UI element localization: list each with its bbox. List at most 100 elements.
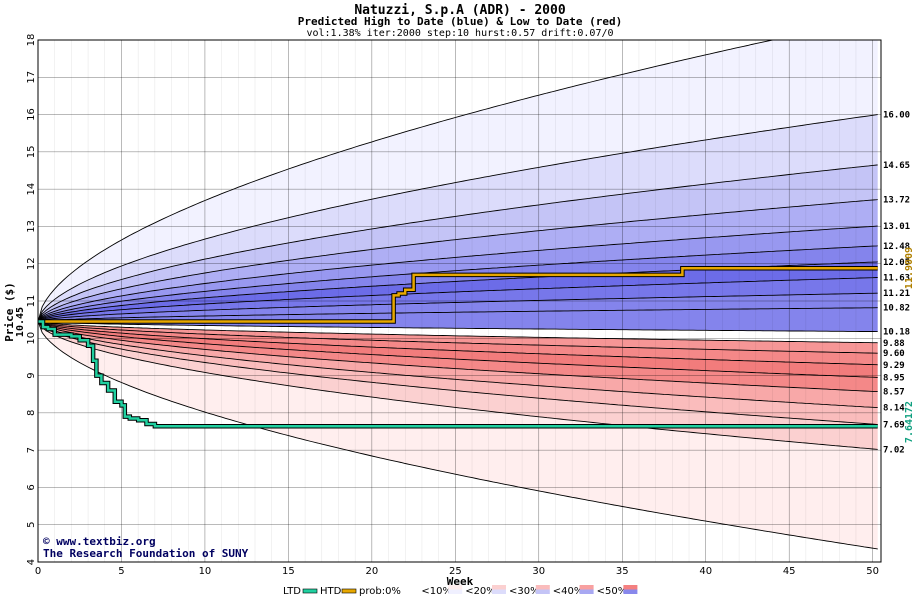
x-tick-label: 0 <box>35 566 41 577</box>
series-htd-line <box>38 266 878 323</box>
upper-band-5 <box>38 245 878 322</box>
y-tick-label: 16 <box>26 108 37 121</box>
ltd-end-label: 7.64172 <box>904 401 915 443</box>
y-tick-label: 9 <box>26 372 37 378</box>
y-tick-label: 5 <box>26 522 37 528</box>
upper-band-3 <box>38 199 878 322</box>
x-tick-label: 40 <box>699 566 712 577</box>
legend-swatch-red <box>535 585 550 590</box>
curve-12.48 <box>37 245 878 322</box>
legend-swatch-blue <box>404 589 419 594</box>
y-tick-label: 17 <box>26 71 37 84</box>
level-label: 13.72 <box>883 196 910 206</box>
x-tick-label: 50 <box>866 566 879 577</box>
y-tick-label: 18 <box>26 34 37 47</box>
lower-band-7 <box>38 321 878 450</box>
upper-band-1 <box>38 114 878 322</box>
percentile-curves <box>37 39 878 550</box>
htd-end-label: 11.9009 <box>904 247 915 289</box>
level-label: 8.95 <box>883 373 905 383</box>
x-tick-label: 35 <box>616 566 629 577</box>
x-tick-label: 30 <box>532 566 545 577</box>
level-label: 7.69 <box>883 420 905 430</box>
legend-swatch-blue <box>492 589 506 594</box>
legend-swatch-blue <box>535 589 550 594</box>
curve-9.88 <box>37 321 878 344</box>
x-axis-label: Week <box>447 575 474 588</box>
legend: LTD HTD prob:0% <10% <20% <30% <40% <50% <box>283 585 638 597</box>
level-label: 9.88 <box>883 339 905 349</box>
y-tick-label: 4 <box>26 559 37 565</box>
legend-swatch-blue <box>579 589 594 594</box>
level-label: 8.14 <box>883 404 905 414</box>
legend-prob-label: <40% <box>553 586 584 597</box>
curve-7.69 <box>37 321 878 425</box>
series-lines <box>38 265 878 429</box>
right-level-labels: 16.00 14.65 13.72 13.01 12.48 12.05 11.63 11.21… <box>883 111 910 456</box>
legend-prob-label: <50% <box>597 586 628 597</box>
chart-subtitle: Predicted High to Date (blue) & Low to D… <box>298 15 623 28</box>
level-label: 11.21 <box>883 289 910 299</box>
lower-band-4 <box>38 321 878 392</box>
curve-14.65 <box>37 164 878 322</box>
start-price-label: 10.45 <box>15 307 26 337</box>
x-tick-label: 5 <box>118 566 124 577</box>
upper-band-8 <box>38 293 878 322</box>
x-axis-ticks: 0 5 10 15 20 25 30 35 40 45 50 <box>35 566 879 577</box>
upper-band-7 <box>38 277 878 322</box>
curve-10.82 <box>37 307 878 322</box>
curve-8.57 <box>37 321 878 393</box>
y-tick-label: 10 <box>26 332 37 345</box>
level-label: 10.82 <box>883 304 910 314</box>
level-label: 14.65 <box>883 161 910 171</box>
level-label: 13.01 <box>883 222 910 232</box>
x-tick-label: 15 <box>282 566 295 577</box>
legend-prob-label: <20% <box>465 586 496 597</box>
y-tick-label: 14 <box>26 183 37 196</box>
curve-16 <box>37 114 878 322</box>
legend-swatch-red <box>623 585 638 590</box>
y-tick-label: 6 <box>26 484 37 490</box>
curve-11.21 <box>37 292 878 322</box>
level-label: 10.18 <box>883 328 910 338</box>
lower-band-1 <box>38 321 878 354</box>
upper-band-4 <box>38 226 878 322</box>
level-label: 7.02 <box>883 445 905 455</box>
curve-9.29 <box>37 321 878 366</box>
legend-ltd-label: LTD <box>283 586 301 597</box>
legend-swatch-red <box>448 585 463 590</box>
legend-swatch-red <box>492 585 506 590</box>
lower-band-8 <box>38 321 878 549</box>
upper-band-0 <box>38 40 878 322</box>
legend-htd-label: HTD <box>320 586 342 597</box>
legend-swatch-red <box>404 585 419 590</box>
x-tick-label: 20 <box>365 566 378 577</box>
chart-title: Natuzzi, S.p.A (ADR) - 2000 <box>354 3 565 18</box>
y-tick-label: 11 <box>26 295 37 308</box>
y-axis-ticks: 4 5 6 7 8 9 10 11 12 13 14 15 16 17 18 <box>26 34 37 566</box>
lower-band-6 <box>38 321 878 425</box>
lower-band-3 <box>38 321 878 378</box>
y-tick-label: 13 <box>26 220 37 233</box>
upper-band-9 <box>38 307 878 332</box>
curve-13.72 <box>37 199 878 322</box>
watermark-org: The Research Foundation of SUNY <box>43 547 249 560</box>
legend-htd-swatch <box>341 588 357 594</box>
legend-prob-label: <10% <box>421 586 452 597</box>
y-tick-label: 8 <box>26 410 37 416</box>
curve-11.63 <box>37 277 878 322</box>
x-tick-label: 25 <box>449 566 462 577</box>
plot-frame <box>37 39 882 563</box>
level-label: 11.63 <box>883 274 910 284</box>
curve-18.6 <box>37 39 878 322</box>
level-label: 16.00 <box>883 111 910 121</box>
watermark-url: © www.textbiz.org <box>43 535 156 548</box>
curve-7.02 <box>37 321 878 450</box>
y-axis-label: Price ($) <box>3 282 16 342</box>
legend-swatch-blue <box>623 589 638 594</box>
y-tick-label: 12 <box>26 257 37 270</box>
legend-swatch-blue <box>448 589 463 594</box>
curve-8.14 <box>37 321 878 409</box>
series-ltd-line <box>38 320 878 428</box>
